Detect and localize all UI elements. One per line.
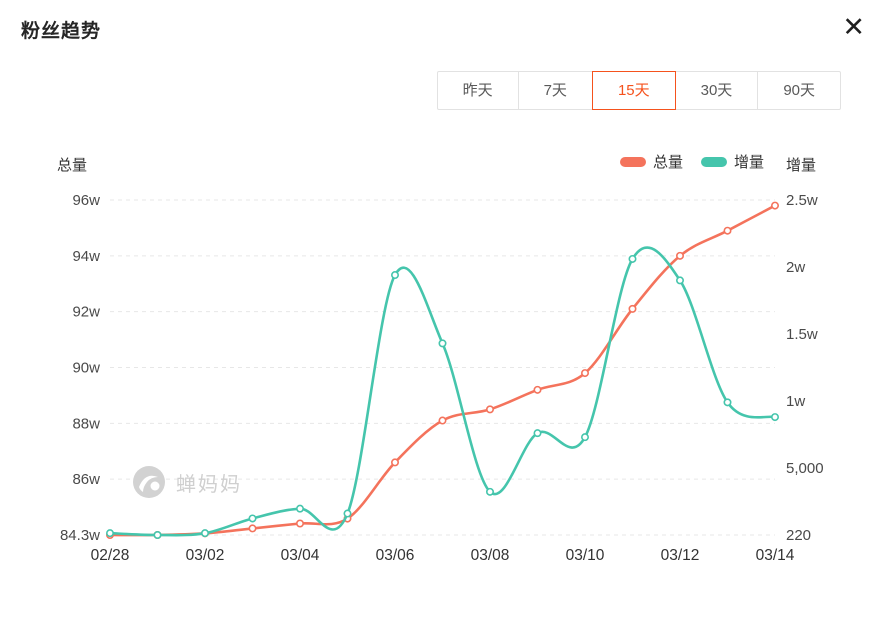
left-axis-tick: 92w xyxy=(72,304,100,321)
range-tabs: 昨天 7天 15天 30天 90天 xyxy=(436,71,841,110)
range-tab-3[interactable]: 15天 xyxy=(591,71,676,110)
data-point-increment-5[interactable] xyxy=(343,509,352,518)
right-axis-tick: 2w xyxy=(786,259,805,276)
page-title: 粉丝趋势 xyxy=(21,21,102,42)
right-axis-tick: 1w xyxy=(786,393,805,410)
total-series-line[interactable] xyxy=(108,204,777,537)
right-axis-tick: 1.5w xyxy=(786,326,818,343)
left-axis-tick: 94w xyxy=(72,248,100,265)
data-point-total-11[interactable] xyxy=(628,304,637,313)
x-axis-label: 03/06 xyxy=(376,547,415,564)
data-point-total-10[interactable] xyxy=(580,369,589,378)
x-axis-label: 03/10 xyxy=(566,547,605,564)
x-axis-label: 03/08 xyxy=(471,547,510,564)
data-point-increment-10[interactable] xyxy=(580,433,589,442)
range-tab-4[interactable]: 30天 xyxy=(674,71,759,110)
data-point-total-14[interactable] xyxy=(770,201,779,210)
x-axis-label: 03/02 xyxy=(186,547,225,564)
data-point-increment-13[interactable] xyxy=(723,398,732,407)
legend-label: 增量 xyxy=(733,154,764,171)
legend-marker-icon xyxy=(700,156,727,167)
trend-chart-svg[interactable]: 总量 增量 96w 94w 92w 90w 88w 86w 84.3w 2.5w 2w 1.5w 1w 5… xyxy=(0,130,885,600)
right-axis-tick: 2.5w xyxy=(786,192,818,209)
right-axis-tick: 220 xyxy=(786,527,811,544)
data-point-increment-11[interactable] xyxy=(628,254,637,263)
data-point-total-13[interactable] xyxy=(723,226,732,235)
data-point-increment-0[interactable] xyxy=(106,529,115,538)
data-point-total-4[interactable] xyxy=(295,519,304,528)
legend-marker-icon xyxy=(619,156,646,167)
data-point-total-12[interactable] xyxy=(675,251,684,260)
data-point-increment-1[interactable] xyxy=(153,530,162,539)
data-point-total-6[interactable] xyxy=(390,458,399,467)
close-icon[interactable]: ✕ xyxy=(838,10,869,45)
x-axis-label: 02/28 xyxy=(91,547,130,564)
data-point-total-9[interactable] xyxy=(533,385,542,394)
range-tab-1[interactable]: 昨天 xyxy=(436,71,519,110)
left-axis-tick: 96w xyxy=(72,192,100,209)
left-axis-name: 总量 xyxy=(57,157,87,174)
x-axis-label: 03/12 xyxy=(661,547,700,564)
data-point-increment-7[interactable] xyxy=(438,339,447,348)
range-tab-5[interactable]: 90天 xyxy=(757,71,841,110)
data-point-total-3[interactable] xyxy=(248,524,257,533)
left-axis-tick: 88w xyxy=(72,415,100,432)
left-axis-tick: 84.3w xyxy=(60,527,100,544)
data-point-increment-6[interactable] xyxy=(390,271,399,280)
data-point-increment-2[interactable] xyxy=(201,529,210,538)
right-axis-tick: 5,000 xyxy=(786,460,824,477)
data-point-increment-3[interactable] xyxy=(248,514,257,523)
legend-label: 总量 xyxy=(652,154,683,171)
chart-legend: 总量 增量 xyxy=(619,151,764,172)
left-axis-tick: 90w xyxy=(72,360,100,377)
range-tab-2[interactable]: 7天 xyxy=(517,71,593,110)
right-axis-name: 增量 xyxy=(786,157,816,174)
data-point-increment-12[interactable] xyxy=(675,276,684,285)
x-axis-label: 03/04 xyxy=(281,547,320,564)
fans-trend-chart[interactable]: 总量 增量 96w 94w 92w 90w 88w 86w 84.3w 2.5w 2w 1.5w 1w 5… xyxy=(0,130,885,600)
data-point-increment-4[interactable] xyxy=(295,504,304,513)
data-point-increment-14[interactable] xyxy=(770,413,779,422)
increment-series-line[interactable] xyxy=(108,246,777,537)
data-point-increment-9[interactable] xyxy=(533,429,542,438)
legend-item-increment[interactable]: 增量 xyxy=(700,151,764,172)
x-axis-label: 03/14 xyxy=(756,547,795,564)
legend-item-total[interactable]: 总量 xyxy=(619,151,683,172)
data-point-increment-8[interactable] xyxy=(485,487,494,496)
left-axis-tick: 86w xyxy=(72,471,100,488)
data-point-total-7[interactable] xyxy=(438,416,447,425)
data-point-total-8[interactable] xyxy=(485,405,494,414)
